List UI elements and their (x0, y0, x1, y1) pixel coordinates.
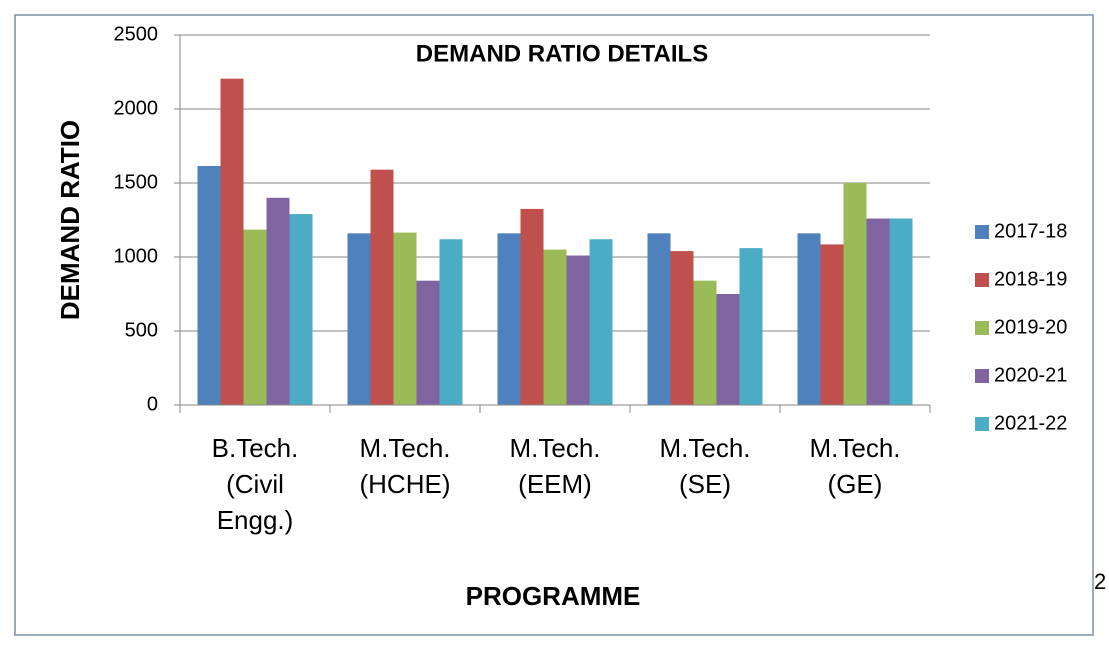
legend-swatch (975, 369, 989, 383)
bar (739, 248, 763, 405)
bar (497, 233, 521, 405)
bar (347, 233, 371, 405)
bar (393, 232, 417, 405)
x-tick-label: M.Tech. (SE) (659, 433, 751, 499)
legend-label: 2018-19 (994, 268, 1067, 290)
y-axis-label: DEMAND RATIO (55, 120, 85, 320)
y-tick-label: 2000 (114, 97, 159, 119)
y-tick-label: 2500 (114, 23, 159, 45)
bar (220, 78, 244, 405)
bar (197, 165, 221, 405)
bar (820, 244, 844, 405)
bar (439, 239, 463, 405)
x-tick-label: M.Tech. (HCHE) (359, 433, 451, 499)
legend-label: 2021-22 (994, 412, 1067, 434)
y-tick-label: 1000 (114, 245, 159, 267)
bar (543, 249, 567, 405)
bar (797, 233, 821, 405)
bar (243, 229, 267, 405)
bar (266, 197, 290, 405)
bar (566, 255, 590, 405)
x-tick-label: M.Tech. (EEM) (509, 433, 601, 499)
bar (716, 294, 740, 405)
bar (289, 214, 313, 405)
y-tick-label: 0 (147, 393, 158, 415)
bar (866, 218, 890, 405)
x-tick-label: B.Tech. (Civil Engg.) (211, 433, 299, 535)
x-axis-label: PROGRAMME (466, 581, 641, 611)
bar (647, 233, 671, 405)
legend-label: 2019-20 (994, 316, 1067, 338)
legend-label: 2020-21 (994, 364, 1067, 386)
legend-label: 2017-18 (994, 220, 1067, 242)
bar (520, 208, 544, 405)
page-number: 2 (1094, 569, 1106, 594)
y-tick-label: 1500 (114, 171, 159, 193)
x-tick-label: M.Tech. (GE) (809, 433, 901, 499)
bar (843, 183, 867, 405)
legend-swatch (975, 273, 989, 287)
bar (889, 218, 913, 405)
legend-swatch (975, 321, 989, 335)
legend-swatch (975, 417, 989, 431)
bar (416, 280, 440, 405)
bar (589, 239, 613, 405)
bar (693, 280, 717, 405)
bar (370, 169, 394, 405)
chart-title: DEMAND RATIO DETAILS (416, 40, 708, 67)
legend-swatch (975, 225, 989, 239)
y-tick-label: 500 (125, 319, 158, 341)
bar (670, 251, 694, 405)
